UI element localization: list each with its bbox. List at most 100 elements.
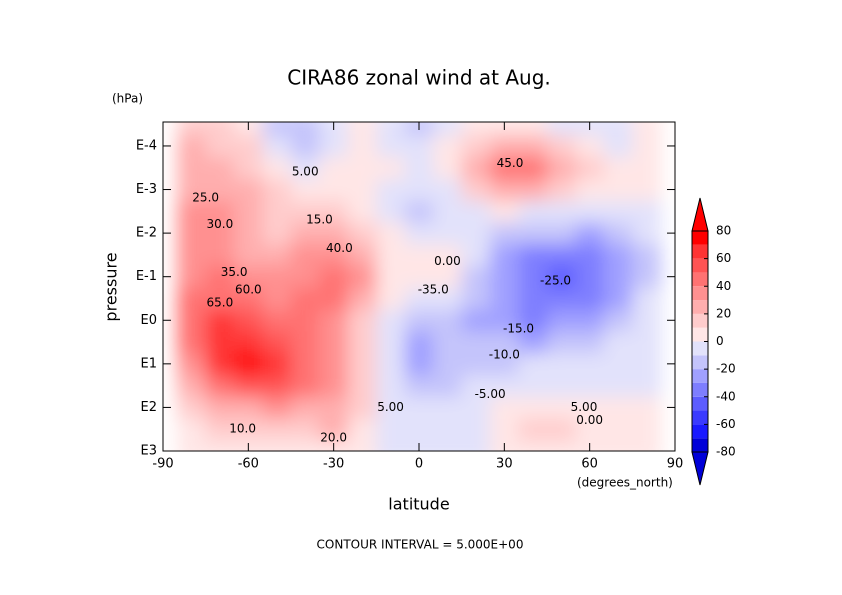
field-cell (603, 156, 633, 180)
colorbar-tick-label: 20 (716, 306, 731, 320)
field-cell (177, 440, 207, 451)
field-cell (490, 178, 520, 201)
field-cell (234, 287, 264, 310)
field-cell (177, 396, 207, 419)
field-cell (632, 352, 662, 376)
field-cell (205, 396, 235, 419)
field-cell (461, 440, 491, 451)
field-cell (234, 135, 264, 158)
field-cell (547, 222, 576, 245)
field-cell (262, 178, 292, 201)
field-cell (632, 287, 662, 310)
field-cell (376, 122, 406, 136)
x-tick-label: 60 (581, 457, 598, 472)
field-cell (376, 244, 406, 267)
field-cell (319, 287, 349, 310)
field-cell (291, 178, 320, 201)
field-cell (177, 156, 207, 180)
field-cell (205, 352, 235, 376)
field-cell (518, 222, 548, 245)
x-tick-label: -90 (152, 457, 173, 472)
field-cell (575, 396, 605, 419)
colorbar-band (692, 313, 708, 328)
field-cell (291, 440, 320, 451)
field-cell (632, 135, 662, 158)
field-cell (632, 156, 662, 180)
field-cell (575, 222, 605, 245)
field-cell (490, 287, 520, 310)
field-cell (291, 287, 320, 310)
field-cell (376, 135, 406, 158)
colorbar-band (692, 424, 708, 439)
field-cell (376, 331, 406, 354)
field-cell (490, 331, 520, 354)
field-cell (291, 244, 320, 267)
field-cell (177, 265, 207, 289)
field-cell (547, 352, 576, 376)
field-cell (262, 396, 292, 419)
field-cell (347, 200, 377, 223)
field-cell (404, 244, 434, 267)
field-cell (461, 200, 491, 223)
chart-title: CIRA86 zonal wind at Aug. (287, 66, 551, 90)
x-tick-label: 30 (496, 457, 513, 472)
field-cell (603, 265, 633, 289)
colorbar-band (692, 258, 708, 273)
field-cell (177, 331, 207, 354)
field-cell (461, 265, 491, 289)
field-cell (291, 200, 320, 223)
field-cell (262, 200, 292, 223)
field-cell (433, 352, 463, 376)
contour-label: 60.0 (235, 282, 262, 296)
field-cell (547, 440, 576, 451)
contour-label: 10.0 (229, 422, 256, 436)
field-cell (603, 309, 633, 332)
field-cell (205, 265, 235, 289)
field-cell (433, 309, 463, 332)
y-tick-label: E-2 (136, 226, 157, 241)
field-cell (490, 309, 520, 332)
field-cell (347, 418, 377, 441)
field-cell (347, 265, 377, 289)
field-cell (291, 309, 320, 332)
field-cell (177, 200, 207, 223)
field-cell (490, 374, 520, 398)
field-cell (177, 135, 207, 158)
field-cell (262, 418, 292, 441)
field-cell (490, 200, 520, 223)
colorbar-band (692, 410, 708, 425)
field-cell (376, 265, 406, 289)
field-cell (319, 222, 349, 245)
field-cell (632, 178, 662, 201)
field-cell (603, 122, 633, 136)
field-cell (547, 265, 576, 289)
field-cell (376, 374, 406, 398)
colorbar-band (692, 438, 708, 452)
field-cell (547, 374, 576, 398)
field-cell (603, 440, 633, 451)
field-cell (461, 396, 491, 419)
field-cell (575, 287, 605, 310)
field-cell (291, 374, 320, 398)
field-cell (404, 352, 434, 376)
field-cell (205, 244, 235, 267)
field-cell (347, 396, 377, 419)
field-cell (575, 200, 605, 223)
field-cell (404, 178, 434, 201)
field-cell (177, 309, 207, 332)
field-cell (262, 135, 292, 158)
y-tick-label: E3 (141, 444, 158, 459)
colorbar-band (692, 341, 708, 356)
field-cell (262, 331, 292, 354)
field-cell (319, 331, 349, 354)
field-cell (632, 200, 662, 223)
contour-label: -15.0 (503, 321, 534, 335)
field-cell (547, 135, 576, 158)
field-cell (547, 122, 576, 136)
field-cell (518, 352, 548, 376)
field-cell (291, 135, 320, 158)
field-cell (632, 396, 662, 419)
contour-label: 35.0 (221, 265, 248, 279)
field-cell (603, 396, 633, 419)
field-cell (490, 135, 520, 158)
